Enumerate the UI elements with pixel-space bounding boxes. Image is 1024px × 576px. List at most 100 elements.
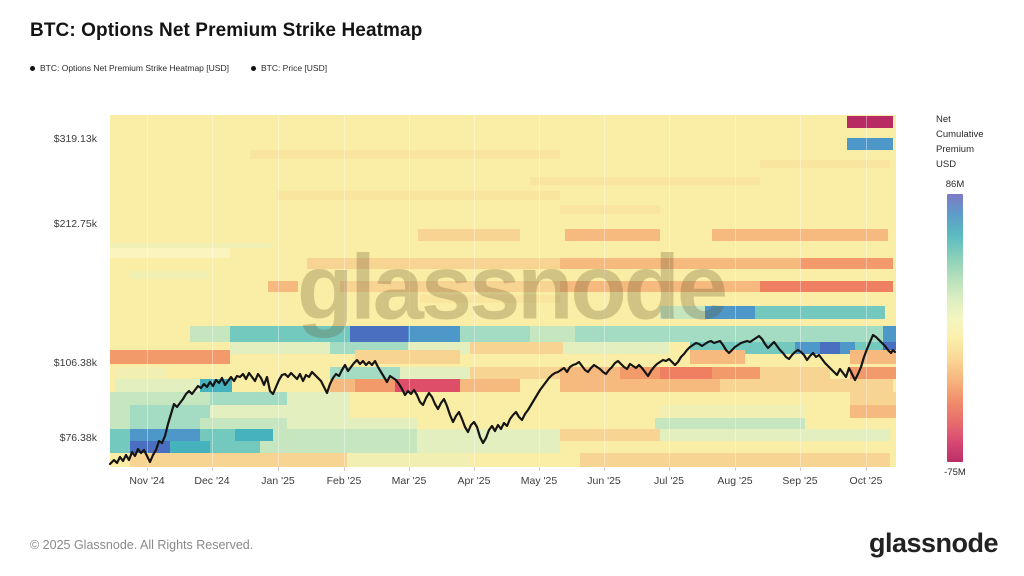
heatmap-cell [655, 418, 805, 429]
heatmap-cell [277, 191, 560, 200]
colorbar-title-line: Cumulative [936, 129, 984, 140]
heatmap-canvas: glassnode [110, 115, 896, 467]
heatmap-cell [470, 367, 560, 379]
heatmap-cell [110, 405, 130, 418]
month-gridline [604, 115, 605, 467]
month-gridline [344, 115, 345, 467]
heatmap-cell [200, 418, 287, 429]
heatmap-cell [110, 243, 273, 248]
heatmap-cell [130, 453, 347, 467]
heatmap-cell [883, 326, 896, 342]
heatmap-cell [705, 306, 755, 319]
heatmap-cell [560, 205, 660, 214]
heatmap-cell [130, 271, 210, 279]
x-axis-tick [800, 467, 801, 471]
heatmap-cell [400, 367, 470, 379]
heatmap-cell [560, 367, 620, 379]
heatmap-cell [712, 229, 888, 241]
heatmap-cell [350, 326, 408, 342]
heatmap-cell [130, 441, 170, 453]
heatmap-cell [560, 258, 800, 269]
heatmap-cell [200, 429, 235, 441]
heatmap-cell [720, 379, 893, 392]
heatmap-cell [115, 367, 165, 379]
heatmap-cell [795, 342, 820, 354]
heatmap-cell [235, 429, 273, 441]
heatmap-cell [110, 441, 130, 453]
heatmap-cell [200, 379, 232, 392]
heatmap-cell [330, 379, 355, 392]
x-axis-label: Jul '25 [653, 475, 685, 487]
y-axis-label: $106.38k [53, 357, 97, 369]
heatmap-cell [575, 326, 883, 342]
colorbar-min-label: -75M [944, 467, 966, 478]
heatmap-cell [660, 306, 705, 319]
x-axis-tick [409, 467, 410, 471]
legend-item-heatmap[interactable]: BTC: Options Net Premium Strike Heatmap … [30, 63, 229, 73]
heatmap-cell [110, 418, 130, 429]
heatmap-cell [530, 177, 760, 185]
heatmap-cell [420, 295, 560, 303]
x-axis-label: Mar '25 [391, 475, 427, 487]
y-axis-label: $212.75k [53, 218, 97, 230]
heatmap-cell [250, 150, 560, 159]
heatmap-cell [418, 229, 520, 241]
colorbar: Net Cumulative Premium USD 86M -75M [936, 112, 1008, 478]
colorbar-title: Net Cumulative Premium USD [936, 112, 1008, 172]
heatmap-cell [408, 326, 460, 342]
heatmap-cell [690, 350, 745, 364]
heatmap-cell [712, 367, 760, 379]
month-gridline [669, 115, 670, 467]
glassnode-wordmark: glassnode [868, 528, 999, 558]
legend-label-price: BTC: Price [USD] [260, 63, 328, 73]
heatmap-cell [190, 326, 230, 342]
heatmap-cell [820, 342, 840, 354]
x-axis-label: Nov '24 [129, 475, 165, 487]
x-axis-label: Sep '25 [782, 475, 818, 487]
heatmap-cell [460, 379, 520, 392]
month-gridline [212, 115, 213, 467]
heatmap-cell [210, 392, 287, 405]
x-axis-tick [669, 467, 670, 471]
heatmap-cell [110, 429, 130, 441]
x-axis-label: May '25 [520, 475, 558, 487]
heatmap-cell [660, 405, 805, 418]
legend-item-price[interactable]: BTC: Price [USD] [250, 63, 328, 73]
heatmap-cell [563, 342, 670, 354]
month-gridline [147, 115, 148, 467]
x-axis-label: Feb '25 [326, 475, 362, 487]
heatmap-cell [560, 281, 760, 292]
heatmap-cell [230, 342, 330, 354]
heatmap-cell [760, 160, 890, 168]
colorbar-max-label: 86M [945, 179, 965, 190]
heatmap-cell [660, 367, 712, 379]
heatmap-cell [660, 429, 890, 441]
heatmap-cell [850, 367, 896, 379]
month-gridline [866, 115, 867, 467]
colorbar-title-line: Premium [936, 144, 975, 155]
heatmap-cell [268, 281, 298, 292]
heatmap-cell [130, 429, 200, 441]
heatmap-cell [850, 392, 896, 405]
heatmap-cell [530, 326, 575, 342]
heatmap-cell [470, 342, 563, 354]
colorbar-title-line: USD [936, 159, 957, 170]
heatmap-cell [115, 379, 200, 392]
heatmap-cell [847, 116, 893, 128]
x-axis-label: Jun '25 [587, 475, 621, 487]
heatmap-cell [130, 418, 200, 429]
heatmap-cell [395, 379, 460, 392]
x-axis-label: Apr '25 [457, 475, 491, 487]
x-axis-tick [735, 467, 736, 471]
heatmap-cell [355, 379, 395, 392]
x-axis-tick [539, 467, 540, 471]
x-axis-tick [866, 467, 867, 471]
heatmap-cell [287, 418, 417, 429]
x-axis-label: Oct '25 [849, 475, 883, 487]
x-axis-tick [212, 467, 213, 471]
month-gridline [409, 115, 410, 467]
heatmap-cell [110, 392, 210, 405]
heatmap-cell [230, 326, 350, 342]
